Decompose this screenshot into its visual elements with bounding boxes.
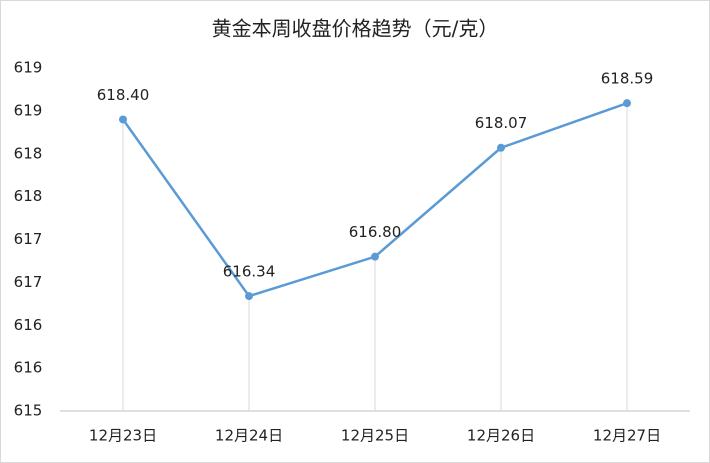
x-tick-label: 12月27日	[593, 427, 661, 445]
y-tick-label: 618	[14, 187, 43, 205]
x-tick-label: 12月25日	[341, 427, 409, 445]
y-tick-label: 617	[14, 273, 43, 291]
point	[245, 292, 253, 301]
y-tick-label: 619	[14, 59, 43, 77]
data-label: 616.80	[349, 223, 402, 241]
point	[623, 99, 631, 108]
chart-title: 黄金本周收盘价格趋势（元/克）	[212, 17, 499, 41]
y-tick-label: 617	[14, 230, 43, 248]
y-tick-label: 618	[14, 144, 43, 162]
y-tick-label: 616	[14, 316, 43, 334]
x-tick-label: 12月24日	[215, 427, 283, 445]
point	[371, 252, 379, 261]
data-label: 618.07	[475, 114, 528, 132]
point	[119, 115, 127, 124]
y-tick-label: 619	[14, 101, 43, 119]
y-tick-label: 616	[14, 359, 43, 377]
x-tick-label: 12月23日	[89, 427, 157, 445]
data-label: 618.59	[601, 70, 654, 88]
data-label: 618.40	[97, 86, 150, 104]
data-label: 616.34	[223, 263, 276, 281]
y-tick-label: 615	[14, 402, 43, 420]
x-tick-label: 12月26日	[467, 427, 535, 445]
point	[497, 143, 505, 152]
